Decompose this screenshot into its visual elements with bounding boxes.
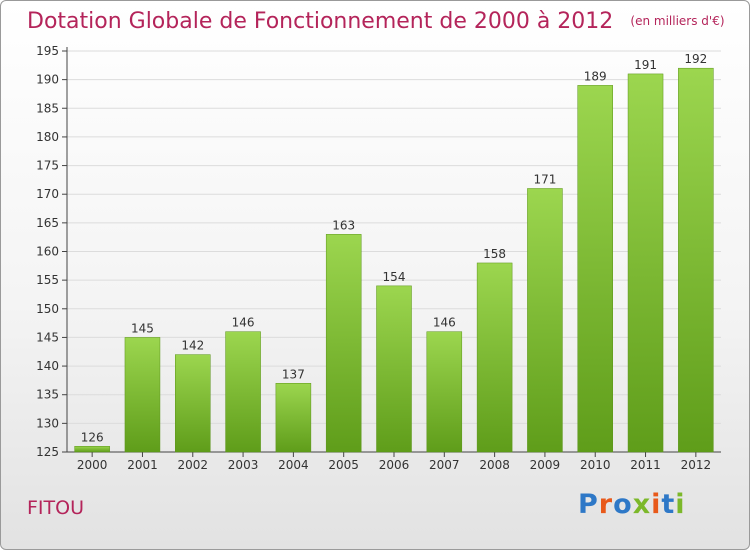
data-label-2010: 189 bbox=[584, 69, 607, 83]
chart-subtitle: (en milliers d'€) bbox=[630, 14, 725, 28]
x-tick-label-2004: 2004 bbox=[278, 458, 309, 472]
chart-title: Dotation Globale de Fonctionnement de 20… bbox=[27, 9, 614, 34]
logo-letter: P bbox=[578, 489, 599, 520]
y-tick-label: 125 bbox=[36, 445, 59, 459]
x-tick-label-2009: 2009 bbox=[530, 458, 561, 472]
data-label-2004: 137 bbox=[282, 367, 305, 381]
commune-name: FITOU bbox=[27, 497, 84, 519]
title-block: Dotation Globale de Fonctionnement de 20… bbox=[27, 9, 725, 34]
y-tick-label: 155 bbox=[36, 273, 59, 287]
y-tick-label: 175 bbox=[36, 159, 59, 173]
x-tick-label-2011: 2011 bbox=[630, 458, 661, 472]
x-tick-label-2006: 2006 bbox=[379, 458, 410, 472]
data-label-2003: 146 bbox=[232, 316, 255, 330]
y-tick-label: 170 bbox=[36, 187, 59, 201]
bar-2011 bbox=[627, 73, 664, 453]
data-label-2007: 146 bbox=[433, 316, 456, 330]
data-label-2011: 191 bbox=[634, 58, 657, 72]
x-tick-label-2010: 2010 bbox=[580, 458, 611, 472]
logo-letter: r bbox=[598, 489, 614, 520]
logo-letter: i bbox=[651, 489, 662, 520]
y-tick-label: 130 bbox=[36, 416, 59, 430]
bar-2006 bbox=[376, 285, 412, 453]
y-tick-label: 165 bbox=[36, 216, 59, 230]
bar-2001 bbox=[124, 337, 161, 453]
data-label-2002: 142 bbox=[181, 339, 204, 353]
data-label-2001: 145 bbox=[131, 321, 154, 335]
x-tick-label-2008: 2008 bbox=[479, 458, 510, 472]
bar-2008 bbox=[476, 262, 513, 453]
data-label-2005: 163 bbox=[332, 218, 355, 232]
bar-2012 bbox=[678, 67, 714, 453]
y-tick-label: 195 bbox=[36, 44, 59, 58]
y-tick-label: 135 bbox=[36, 388, 59, 402]
data-label-2006: 154 bbox=[383, 270, 406, 284]
y-tick-label: 180 bbox=[36, 130, 59, 144]
data-label-2012: 192 bbox=[684, 52, 707, 66]
bar-2003 bbox=[225, 331, 261, 453]
x-tick-label-2005: 2005 bbox=[328, 458, 359, 472]
bar-2000 bbox=[74, 446, 110, 453]
y-tick-label: 140 bbox=[36, 359, 59, 373]
y-tick-label: 185 bbox=[36, 101, 59, 115]
proxiti-logo: Proxiti bbox=[578, 489, 686, 520]
x-tick-label-2012: 2012 bbox=[681, 458, 712, 472]
x-tick-label-2001: 2001 bbox=[127, 458, 158, 472]
bars bbox=[74, 67, 714, 453]
logo-letter: i bbox=[675, 489, 686, 520]
x-tick-label-2002: 2002 bbox=[177, 458, 208, 472]
bar-2010 bbox=[577, 85, 613, 453]
logo-letter: o bbox=[613, 489, 633, 520]
logo-letter: x bbox=[632, 489, 652, 520]
bar-2005 bbox=[325, 234, 362, 453]
logo-letter: t bbox=[661, 489, 676, 520]
bar-2009 bbox=[527, 188, 563, 453]
data-label-2008: 158 bbox=[483, 247, 506, 261]
y-tick-label: 160 bbox=[36, 245, 59, 259]
x-tick-label-2000: 2000 bbox=[77, 458, 108, 472]
x-tick-label-2003: 2003 bbox=[228, 458, 259, 472]
data-label-2000: 126 bbox=[81, 430, 104, 444]
y-tick-label: 145 bbox=[36, 330, 59, 344]
labels: 125 130 135 140 145 150 155 160 165 170 175 180 185 1… bbox=[36, 44, 711, 472]
bar-2002 bbox=[175, 354, 211, 453]
data-label-2009: 171 bbox=[533, 172, 556, 186]
y-tick-label: 190 bbox=[36, 73, 59, 87]
bar-2007 bbox=[426, 331, 463, 453]
x-tick-label-2007: 2007 bbox=[429, 458, 460, 472]
y-tick-label: 150 bbox=[36, 302, 59, 316]
bar-2004 bbox=[275, 383, 312, 453]
